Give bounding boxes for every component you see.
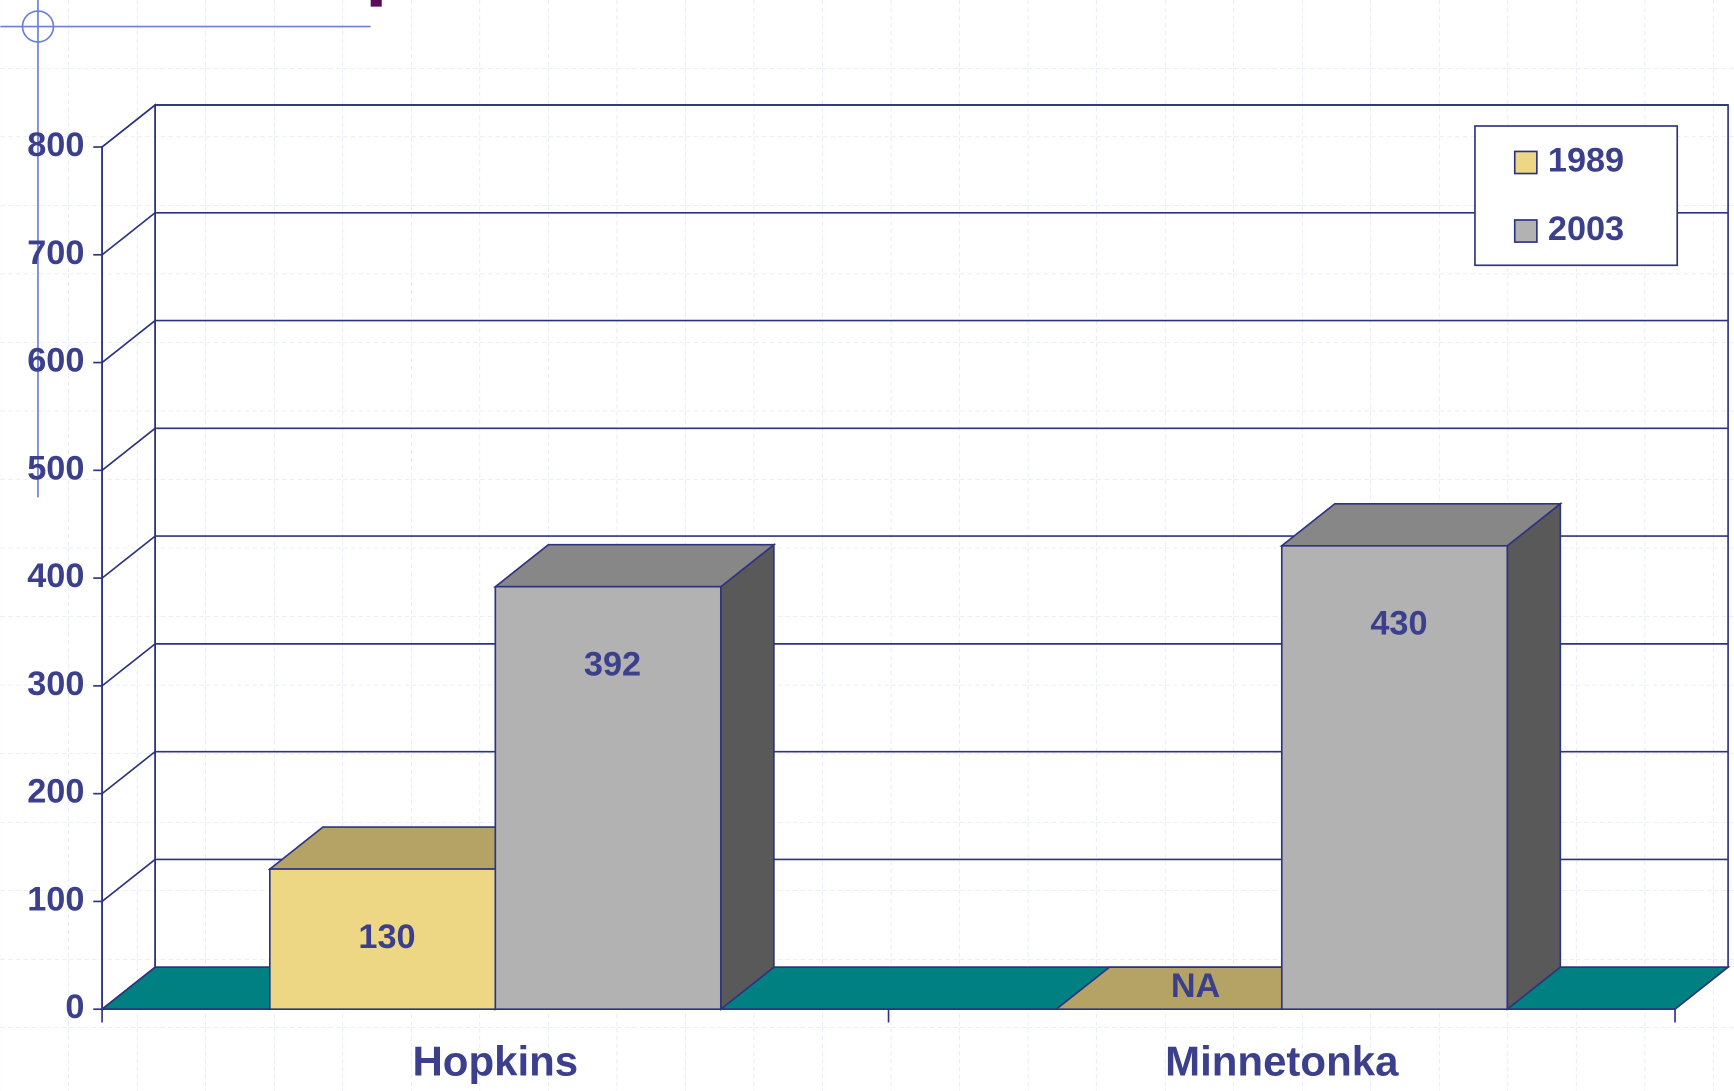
grid-line	[101, 751, 156, 795]
y-tick-label: 0	[65, 988, 84, 1026]
grid-line	[101, 319, 156, 364]
legend-label: 2003	[1548, 210, 1624, 248]
y-tick-label: 500	[27, 449, 84, 487]
value-label: 130	[358, 918, 415, 956]
legend-swatch	[1513, 150, 1538, 175]
legend-swatch	[1513, 219, 1538, 243]
x-tick-label: Hopkins	[412, 1038, 578, 1085]
grid-line	[101, 858, 156, 903]
grid-line	[101, 212, 156, 256]
bar-front	[494, 585, 722, 1011]
bar	[1279, 502, 1563, 1011]
y-tick-label: 100	[27, 880, 84, 918]
y-tick-label: 600	[27, 342, 84, 380]
bar-front	[1280, 544, 1509, 1011]
grid-line	[101, 104, 156, 148]
grid-line	[101, 535, 156, 579]
value-label: NA	[1171, 967, 1220, 1005]
y-tick-label: 300	[27, 665, 84, 703]
grid-line	[101, 643, 156, 687]
title-fragment	[370, 0, 382, 7]
grid-line	[101, 427, 156, 471]
y-tick-label: 700	[27, 234, 84, 272]
x-tick-label: Minnetonka	[1165, 1038, 1399, 1085]
value-label: 430	[1370, 604, 1427, 642]
legend-box	[1474, 125, 1679, 267]
y-tick-label: 800	[27, 126, 84, 164]
decoration	[0, 0, 371, 498]
bar-side	[1506, 502, 1562, 1011]
y-tick-label: 400	[27, 557, 84, 595]
legend-label: 1989	[1548, 142, 1624, 180]
value-label: 392	[584, 645, 641, 683]
y-tick-label: 200	[27, 773, 84, 811]
bar-side	[719, 543, 775, 1011]
bar	[492, 543, 777, 1011]
